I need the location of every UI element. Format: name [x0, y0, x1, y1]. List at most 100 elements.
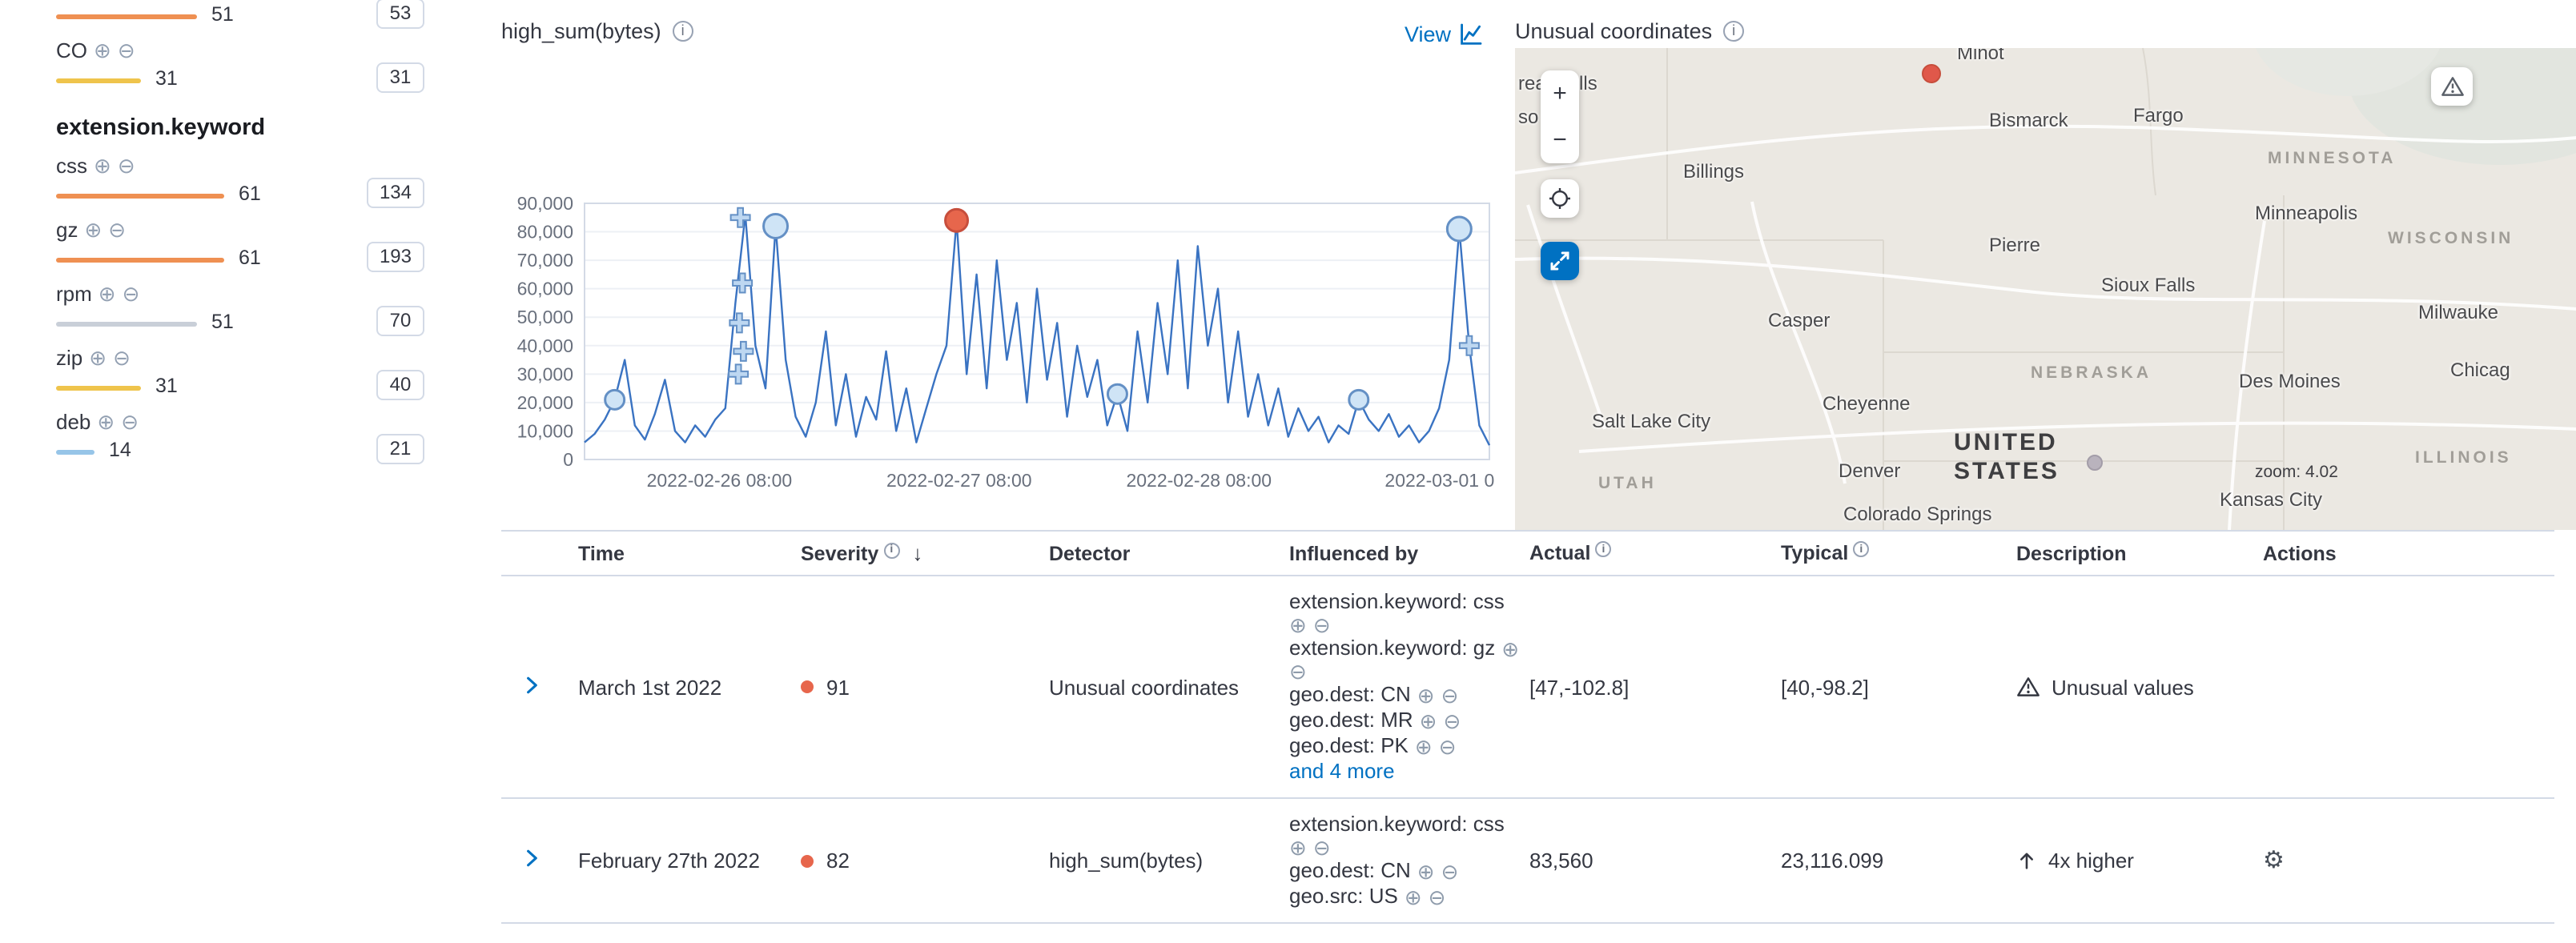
info-icon[interactable]: i — [1723, 21, 1745, 42]
filter-plus-icon[interactable]: ⊕ — [1417, 683, 1435, 707]
influencer-score-row: 51 70 — [56, 306, 424, 343]
detector-name: Unusual coordinates — [1049, 675, 1240, 699]
filter-plus-icon[interactable]: ⊕ — [89, 345, 107, 369]
influencer-name: CO — [56, 38, 87, 62]
svg-text:90,000: 90,000 — [517, 193, 573, 214]
influencer-name: deb — [56, 409, 91, 433]
filter-plus-icon[interactable]: ⊕ — [1419, 708, 1437, 732]
anomaly-map: reat FallssoMinotBillingsBismarckFargoMI… — [1515, 48, 2576, 530]
filter-minus-icon[interactable]: ⊖ — [1438, 734, 1457, 758]
expand-row-button[interactable] — [520, 673, 543, 696]
svg-text:80,000: 80,000 — [517, 222, 573, 243]
map-label-state: WISCONSIN — [2388, 229, 2514, 248]
influencer-count-badge: 53 — [376, 0, 424, 29]
influencer-value: extension.keyword: css — [1289, 812, 1505, 836]
filter-minus-icon[interactable]: ⊖ — [122, 281, 140, 305]
influencer-score-row: 31 31 — [56, 62, 424, 99]
influencer-name-row: css ⊕ ⊖ — [56, 150, 424, 179]
map-zoom-control: + − — [1541, 70, 1579, 163]
zoom-in-button[interactable]: + — [1553, 80, 1567, 107]
filter-minus-icon[interactable]: ⊖ — [113, 345, 131, 369]
filter-minus-icon[interactable]: ⊖ — [117, 153, 135, 177]
influencer-item: rpm ⊕ ⊖ 51 70 — [56, 279, 424, 343]
description-text: Unusual values — [2052, 675, 2194, 699]
influencer-line: extension.keyword: css — [1289, 589, 1510, 615]
info-icon[interactable]: i — [883, 542, 900, 558]
description-text: 4x higher — [2048, 849, 2134, 873]
filter-plus-icon[interactable]: ⊕ — [94, 38, 111, 62]
expand-row-button[interactable] — [520, 847, 543, 869]
filter-plus-icon[interactable]: ⊕ — [1404, 885, 1422, 909]
svg-text:10,000: 10,000 — [517, 420, 573, 441]
influencer-value: extension.keyword: gz — [1289, 636, 1496, 660]
filter-minus-icon[interactable]: ⊖ — [1441, 683, 1459, 707]
influencer-name: rpm — [56, 281, 92, 305]
filter-minus-icon[interactable]: ⊖ — [1312, 836, 1331, 860]
influencer-name-row: zip ⊕ ⊖ — [56, 343, 424, 371]
filter-plus-icon[interactable]: ⊕ — [94, 153, 111, 177]
filter-minus-icon[interactable]: ⊖ — [1289, 660, 1307, 684]
map-label-city: Bismarck — [1989, 109, 2068, 131]
map-basemap — [1515, 48, 2576, 530]
map-title-text: Unusual coordinates — [1515, 19, 1713, 43]
filter-plus-icon[interactable]: ⊕ — [84, 217, 102, 241]
svg-text:40,000: 40,000 — [517, 335, 573, 356]
filter-plus-icon[interactable]: ⊕ — [1501, 636, 1520, 660]
map-label-state: MINNESOTA — [2268, 149, 2397, 168]
zoom-out-button[interactable]: − — [1553, 126, 1567, 154]
svg-text:20,000: 20,000 — [517, 392, 573, 413]
actual-column-header: Actual i — [1529, 530, 1781, 576]
filter-minus-icon[interactable]: ⊖ — [1428, 885, 1446, 909]
influencer-name: css — [56, 153, 87, 177]
map-warning-button[interactable] — [2431, 67, 2473, 106]
map-label-city: Colorado Springs — [1843, 503, 1992, 525]
fit-to-data-button[interactable] — [1541, 179, 1579, 218]
map-label-city: Des Moines — [2239, 370, 2341, 392]
svg-text:2022-03-01 0: 2022-03-01 0 — [1384, 470, 1494, 491]
show-more-influencers-link[interactable]: and 4 more — [1289, 759, 1395, 783]
svg-text:30,000: 30,000 — [517, 363, 573, 384]
warning-icon — [2441, 77, 2463, 96]
filter-minus-icon[interactable]: ⊖ — [121, 409, 139, 433]
chart-title-text: high_sum(bytes) — [501, 19, 661, 43]
info-icon[interactable]: i — [1595, 541, 1612, 558]
influencer-score-row: 51 53 — [56, 0, 424, 35]
time-column-header: Time — [578, 530, 801, 576]
expand-map-button[interactable] — [1541, 242, 1579, 280]
influencer-name-row: deb ⊕ ⊖ — [56, 407, 424, 435]
filter-plus-icon[interactable]: ⊕ — [1414, 734, 1433, 758]
influencer-item: 51 53 — [56, 0, 424, 35]
influencer-line: geo.dest: CN ⊕ ⊖ — [1289, 682, 1510, 708]
filter-plus-icon[interactable]: ⊕ — [98, 281, 116, 305]
filter-minus-icon[interactable]: ⊖ — [1443, 708, 1461, 732]
info-icon[interactable]: i — [672, 21, 693, 42]
influencer-line: and 4 more — [1289, 759, 1510, 784]
severity-score: 91 — [826, 675, 850, 699]
row-actions-gear-icon[interactable]: ⚙ — [2263, 847, 2285, 874]
actual-value: [47,-102.8] — [1529, 675, 1630, 699]
sort-descending-icon[interactable]: ↓ — [912, 541, 923, 565]
severity-column-header[interactable]: Severity i ↓ — [801, 530, 1049, 576]
filter-plus-icon[interactable]: ⊕ — [1289, 836, 1307, 860]
map-label-city: Billings — [1683, 160, 1745, 183]
map-label-city: Casper — [1768, 309, 1831, 331]
map-zoom-level: zoom: 4.02 — [2255, 463, 2338, 482]
map-label-city: Milwauke — [2418, 301, 2499, 323]
view-chart-link[interactable]: View — [1405, 22, 1483, 46]
anomaly-description: Unusual values — [2016, 675, 2244, 699]
map-anomaly-dot[interactable] — [2087, 455, 2103, 471]
filter-plus-icon[interactable]: ⊕ — [97, 409, 115, 433]
filter-plus-icon[interactable]: ⊕ — [1289, 613, 1307, 637]
info-icon[interactable]: i — [1853, 541, 1870, 558]
influencer-count-badge: 31 — [376, 62, 424, 93]
filter-minus-icon[interactable]: ⊖ — [1312, 613, 1331, 637]
influencer-count-badge: 134 — [366, 178, 424, 208]
map-anomaly-dot[interactable] — [1922, 64, 1941, 83]
influencer-max-score: 61 — [239, 183, 261, 205]
filter-minus-icon[interactable]: ⊖ — [117, 38, 135, 62]
filter-minus-icon[interactable]: ⊖ — [1441, 859, 1459, 883]
filter-minus-icon[interactable]: ⊖ — [108, 217, 127, 241]
filter-plus-icon[interactable]: ⊕ — [1417, 859, 1435, 883]
influencer-score-row: 61 134 — [56, 178, 424, 215]
influencer-value: geo.dest: PK — [1289, 733, 1409, 757]
